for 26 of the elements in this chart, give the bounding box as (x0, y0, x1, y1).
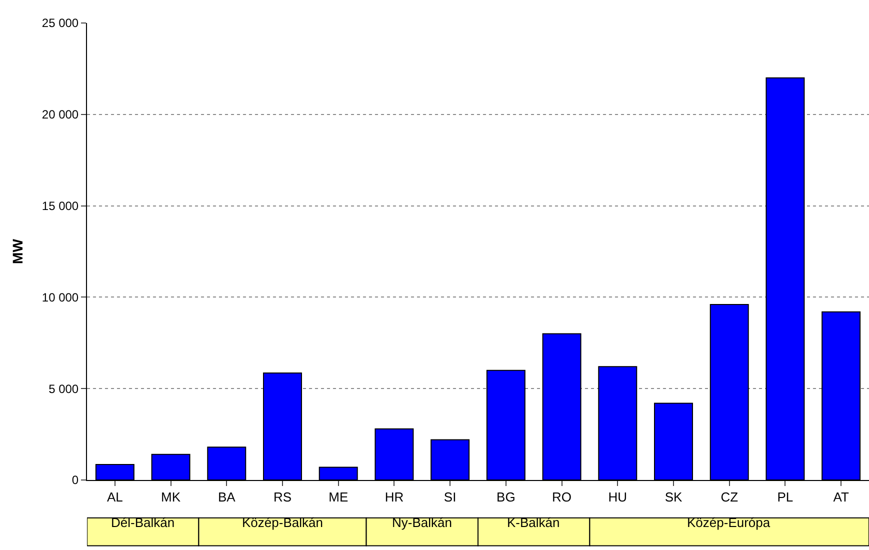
y-tick-label: 0 (72, 473, 79, 488)
x-tick-label: AL (106, 490, 123, 505)
x-tick-label: SI (444, 490, 456, 505)
x-tick-label: HU (608, 490, 628, 505)
text: K-Balkán (507, 515, 560, 530)
y-tick-label: 5 000 (48, 382, 79, 396)
text: Közép-Balkán (242, 515, 323, 530)
x-tick-label: AT (833, 490, 849, 505)
x-tick-label: ME (328, 490, 348, 505)
x-tick-label: CZ (720, 490, 738, 505)
x-tick-label: PL (777, 490, 794, 505)
x-tick-label: RO (552, 490, 572, 505)
x-tick-label: BG (496, 490, 516, 505)
text: Ny-Balkán (392, 515, 452, 530)
y-tick-label: 15 000 (42, 199, 79, 213)
x-tick-label: HR (384, 490, 404, 505)
y-tick-label: 20 000 (42, 108, 79, 122)
text: Közép-Európa (687, 515, 771, 530)
x-tick-label: SK (664, 490, 682, 505)
x-tick-label: BA (218, 490, 236, 505)
text: Dél-Balkán (111, 515, 175, 530)
x-tick-label: MK (161, 490, 181, 505)
y-axis-title: MW (9, 238, 26, 264)
y-tick-label: 25 000 (42, 16, 79, 30)
y-tick-label: 10 000 (42, 290, 79, 304)
x-tick-label: RS (273, 490, 292, 505)
